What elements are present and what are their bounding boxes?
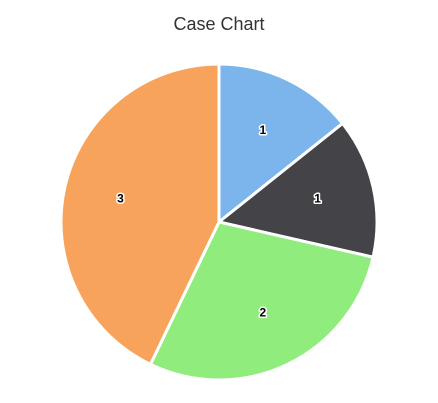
pie-slice[interactable] (59, 62, 221, 366)
pie-slice[interactable] (217, 62, 345, 224)
data-label: 2 (260, 305, 267, 319)
pie-slice[interactable] (148, 220, 375, 382)
data-label: 1 (314, 192, 321, 206)
data-label: 3 (117, 192, 124, 206)
pie-slice[interactable] (217, 121, 379, 259)
chart-title: Case Chart (173, 14, 264, 34)
data-label: 1 (260, 123, 267, 137)
